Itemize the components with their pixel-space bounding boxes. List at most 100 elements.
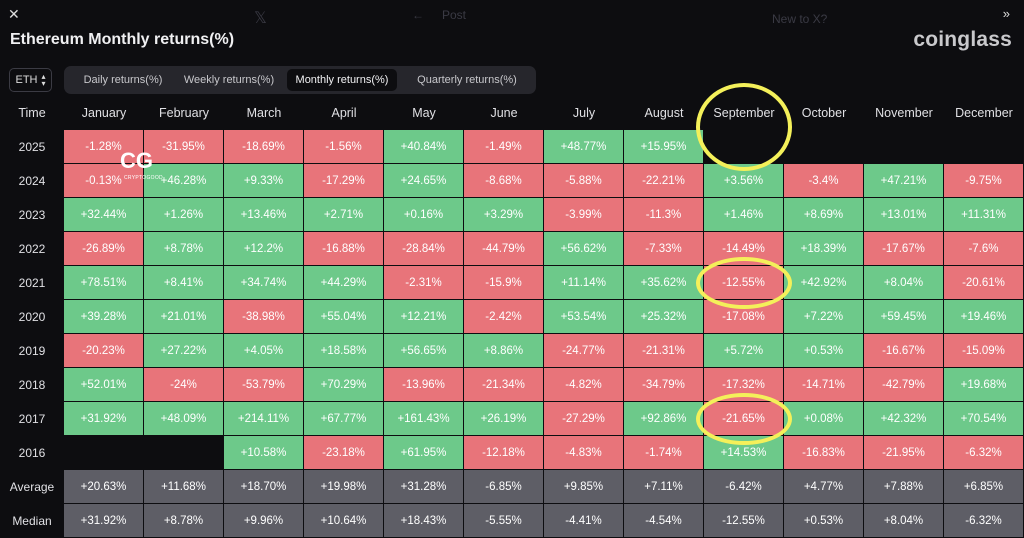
return-cell: +18.39%	[784, 232, 863, 265]
return-cell: +11.31%	[944, 198, 1023, 231]
coin-select[interactable]: ETH ▴ ▾	[9, 68, 52, 92]
return-cell: +12.21%	[384, 300, 463, 333]
ghost-post-text: Post	[442, 8, 467, 22]
return-cell: +10.58%	[224, 436, 303, 469]
return-cell: -2.42%	[464, 300, 543, 333]
return-cell: -0.13%	[64, 164, 143, 197]
return-cell: -23.18%	[304, 436, 383, 469]
return-cell: -8.68%	[464, 164, 543, 197]
summary-cell: -5.55%	[464, 504, 543, 537]
return-cell: -14.71%	[784, 368, 863, 401]
summary-cell: +31.92%	[64, 504, 143, 537]
return-cell: -1.28%	[64, 130, 143, 163]
summary-cell: +0.53%	[784, 504, 863, 537]
close-icon[interactable]: ✕	[8, 6, 20, 22]
column-header: October	[801, 106, 847, 120]
coin-select-value: ETH	[15, 74, 38, 86]
return-cell: +0.08%	[784, 402, 863, 435]
return-cell: +24.65%	[384, 164, 463, 197]
back-arrow-icon: ←	[412, 8, 424, 22]
header-time: Time	[18, 106, 46, 120]
return-cell: -20.61%	[944, 266, 1023, 299]
summary-cell: +18.70%	[224, 470, 303, 503]
return-cell: -17.29%	[304, 164, 383, 197]
return-cell: -21.34%	[464, 368, 543, 401]
return-cell: -34.79%	[624, 368, 703, 401]
column-header: June	[490, 106, 518, 120]
return-cell: +70.54%	[944, 402, 1023, 435]
return-cell: -17.67%	[864, 232, 943, 265]
summary-cell: +6.85%	[944, 470, 1023, 503]
return-cell: +53.54%	[544, 300, 623, 333]
window-bar: ✕ 𝕏 ← Post New to X? »	[0, 0, 1024, 28]
summary-cell: +9.96%	[224, 504, 303, 537]
row-year-label: 2023	[18, 208, 46, 222]
summary-cell: +8.04%	[864, 504, 943, 537]
column-header: August	[644, 106, 684, 120]
return-cell: -15.09%	[944, 334, 1023, 367]
column-header: July	[572, 106, 596, 120]
return-cell: -5.88%	[544, 164, 623, 197]
tab-monthly-returns[interactable]: Monthly returns(%)	[287, 69, 397, 91]
return-cell: +56.62%	[544, 232, 623, 265]
return-cell: -20.23%	[64, 334, 143, 367]
return-cell: -28.84%	[384, 232, 463, 265]
return-cell: +48.09%	[144, 402, 223, 435]
return-cell: +8.04%	[864, 266, 943, 299]
double-chevron-right-icon[interactable]: »	[1002, 6, 1010, 21]
summary-label: Median	[12, 514, 52, 528]
tab-quarterly-returns[interactable]: Quarterly returns(%)	[417, 74, 517, 86]
return-cell: +67.77%	[304, 402, 383, 435]
return-cell: +92.86%	[624, 402, 703, 435]
returns-tab-bar: Daily returns(%) Weekly returns(%) Month…	[64, 66, 536, 94]
summary-cell: -12.55%	[704, 504, 783, 537]
summary-cell: +18.43%	[384, 504, 463, 537]
page-title: Ethereum Monthly returns(%)	[10, 31, 235, 48]
summary-cell: +7.88%	[864, 470, 943, 503]
return-cell: +8.78%	[144, 232, 223, 265]
return-cell: +48.77%	[544, 130, 623, 163]
return-cell: -3.4%	[784, 164, 863, 197]
return-cell: -1.56%	[304, 130, 383, 163]
return-cell: +39.28%	[64, 300, 143, 333]
return-cell: +26.19%	[464, 402, 543, 435]
return-cell: -16.88%	[304, 232, 383, 265]
tab-weekly-returns[interactable]: Weekly returns(%)	[183, 74, 275, 86]
return-cell: +15.95%	[624, 130, 703, 163]
summary-cell: +31.28%	[384, 470, 463, 503]
tab-daily-returns[interactable]: Daily returns(%)	[83, 74, 163, 86]
summary-cell: +20.63%	[64, 470, 143, 503]
return-cell: +2.71%	[304, 198, 383, 231]
return-cell: +35.62%	[624, 266, 703, 299]
return-cell: -17.32%	[704, 368, 783, 401]
return-cell: +47.21%	[864, 164, 943, 197]
row-year-label: 2025	[18, 140, 46, 154]
brand-logo: coinglass	[913, 28, 1012, 51]
summary-cell: +11.68%	[144, 470, 223, 503]
column-header: January	[81, 106, 127, 120]
return-cell: +32.44%	[64, 198, 143, 231]
return-cell: +40.84%	[384, 130, 463, 163]
return-cell: +11.14%	[544, 266, 623, 299]
return-cell: +56.65%	[384, 334, 463, 367]
row-year-label: 2022	[18, 242, 46, 256]
row-year-label: 2024	[18, 174, 46, 188]
return-cell: -18.69%	[224, 130, 303, 163]
row-year-label: 2019	[18, 344, 46, 358]
return-cell: -4.82%	[544, 368, 623, 401]
return-cell: +44.29%	[304, 266, 383, 299]
return-cell: +42.32%	[864, 402, 943, 435]
return-cell: -21.95%	[864, 436, 943, 469]
summary-cell: -6.32%	[944, 504, 1023, 537]
return-cell: -2.31%	[384, 266, 463, 299]
return-cell: +8.69%	[784, 198, 863, 231]
return-cell: +161.43%	[384, 402, 463, 435]
return-cell: +3.56%	[704, 164, 783, 197]
return-cell: +9.33%	[224, 164, 303, 197]
return-cell: -1.74%	[624, 436, 703, 469]
highlight-circle	[696, 257, 792, 309]
summary-cell: -6.85%	[464, 470, 543, 503]
column-header: February	[158, 106, 210, 120]
return-cell: -9.75%	[944, 164, 1023, 197]
return-cell: +214.11%	[224, 402, 303, 435]
